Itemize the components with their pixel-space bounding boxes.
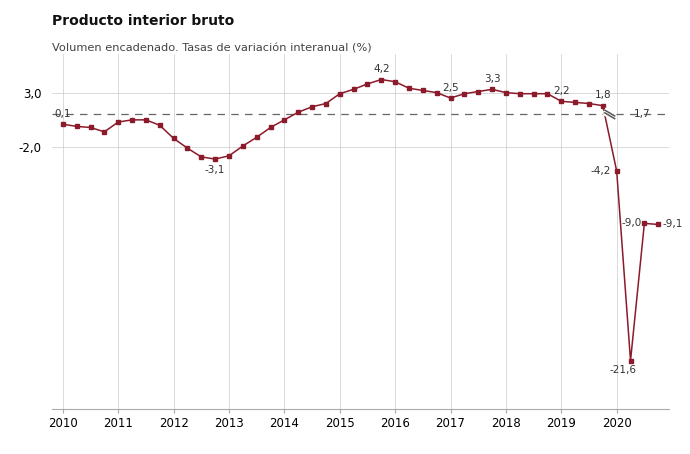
Text: 1,7: 1,7 — [633, 109, 650, 119]
Text: Volumen encadenado. Tasas de variación interanual (%): Volumen encadenado. Tasas de variación i… — [52, 43, 371, 53]
Text: 4,2: 4,2 — [373, 64, 390, 74]
Text: 2,2: 2,2 — [553, 86, 570, 96]
Text: 3,3: 3,3 — [484, 74, 500, 84]
Text: Producto interior bruto: Producto interior bruto — [52, 14, 234, 28]
Text: -21,6: -21,6 — [609, 365, 636, 375]
Text: -9,0: -9,0 — [622, 218, 642, 228]
Text: -9,1: -9,1 — [662, 219, 683, 229]
Text: -3,1: -3,1 — [205, 165, 226, 175]
Text: 1,8: 1,8 — [595, 90, 611, 100]
Text: -4,2: -4,2 — [591, 166, 611, 176]
Text: 2,5: 2,5 — [442, 83, 459, 93]
Text: 0,1: 0,1 — [55, 109, 71, 118]
